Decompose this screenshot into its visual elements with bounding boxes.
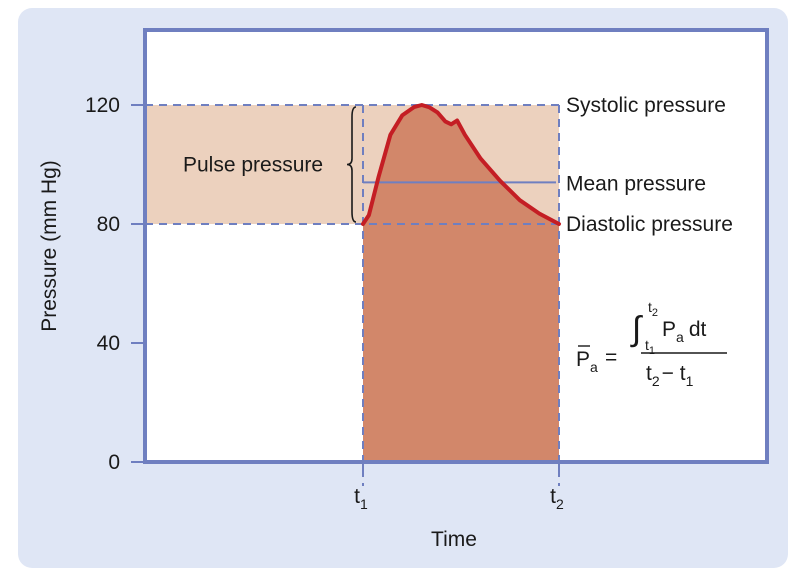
formula-equals: =	[605, 346, 617, 369]
y-tick-label: 0	[108, 451, 120, 474]
pulse-pressure-brace	[346, 106, 357, 223]
y-tick-label: 80	[97, 213, 120, 236]
systolic-pressure-label: Systolic pressure	[566, 94, 726, 117]
formula-upper-limit: t2	[648, 299, 658, 319]
formula-integral-sign: ∫	[630, 310, 643, 348]
x-tick-label-t2: t2	[550, 485, 564, 512]
y-axis-ticks: 0 40 80 120	[85, 94, 145, 474]
plot-frame	[143, 28, 769, 464]
pulse-pressure-label: Pulse pressure	[183, 154, 323, 177]
x-axis-title: Time	[431, 528, 477, 551]
mean-pressure-formula: Pa = ∫ t2 t1 Pa dt t2− t1	[576, 299, 727, 389]
formula-lower-limit: t1	[645, 337, 655, 357]
area-under-curve	[363, 105, 559, 462]
formula-denominator: t2− t1	[646, 362, 694, 389]
formula-integrand: Pa dt	[662, 318, 706, 345]
diastolic-pressure-label: Diastolic pressure	[566, 213, 733, 236]
formula-lhs: Pa	[576, 348, 598, 375]
y-tick-label: 120	[85, 94, 120, 117]
x-tick-label-t1: t1	[354, 485, 368, 512]
mean-pressure-label: Mean pressure	[566, 172, 706, 195]
y-axis-title: Pressure (mm Hg)	[38, 160, 61, 332]
y-tick-label: 40	[97, 332, 120, 355]
pressure-curve	[361, 103, 561, 226]
